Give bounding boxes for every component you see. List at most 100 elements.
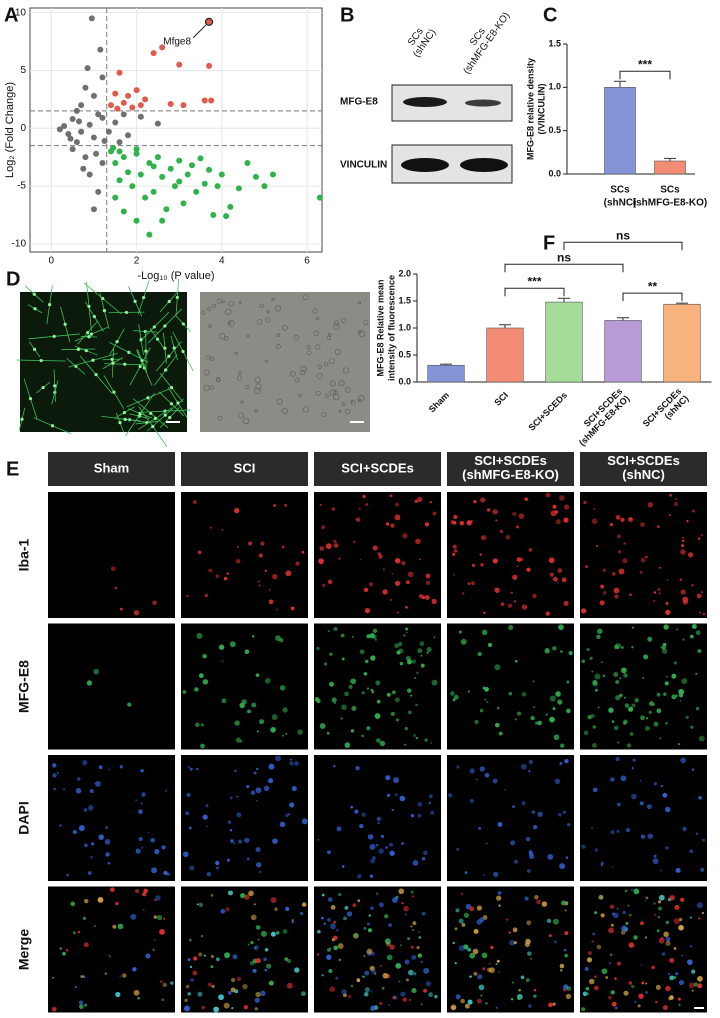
cell	[254, 997, 260, 1003]
cell	[613, 587, 620, 594]
cell	[88, 805, 94, 811]
cell	[472, 948, 479, 955]
cell	[289, 802, 295, 808]
cell	[671, 694, 677, 700]
cell	[585, 565, 588, 568]
cell	[665, 987, 668, 990]
cell	[591, 826, 593, 829]
cell	[356, 517, 361, 522]
cell	[223, 1002, 230, 1009]
cell	[184, 998, 188, 1002]
cell	[395, 718, 400, 722]
cell	[135, 799, 138, 802]
cell	[123, 362, 127, 366]
cell	[189, 865, 195, 871]
cell	[257, 580, 260, 583]
cell	[689, 634, 694, 639]
image-content	[16, 278, 369, 447]
cell	[430, 741, 433, 744]
point	[210, 211, 217, 218]
cell	[323, 922, 327, 925]
cell	[119, 607, 123, 611]
cell	[486, 701, 489, 704]
cell	[483, 611, 486, 615]
cell	[375, 680, 381, 686]
cell	[290, 758, 292, 761]
cell	[333, 390, 338, 395]
cell	[167, 354, 171, 358]
cell	[454, 962, 457, 965]
cell	[327, 948, 331, 952]
point	[129, 104, 136, 111]
cell	[317, 364, 322, 369]
cell	[213, 1006, 220, 1013]
cell	[252, 968, 257, 973]
cell	[479, 917, 485, 923]
cell	[531, 810, 535, 814]
cell	[234, 507, 240, 514]
point	[110, 144, 117, 151]
blot-band	[401, 158, 449, 172]
cell	[561, 900, 566, 906]
cell	[666, 579, 669, 582]
cell	[676, 628, 678, 631]
cell	[353, 540, 356, 544]
point	[159, 217, 166, 224]
cell	[250, 790, 256, 796]
cell	[338, 893, 342, 897]
cell	[515, 525, 519, 529]
cell	[32, 292, 36, 296]
cell	[421, 857, 426, 861]
cell	[264, 359, 269, 363]
cell	[321, 411, 327, 417]
cell	[691, 969, 696, 974]
cell	[369, 874, 374, 878]
cell	[374, 638, 378, 641]
cell	[611, 1001, 617, 1007]
cell	[645, 991, 648, 994]
cell	[691, 624, 697, 629]
cell	[410, 813, 415, 818]
point	[101, 137, 108, 144]
cell	[547, 853, 554, 860]
cell	[700, 867, 705, 872]
cell	[673, 918, 680, 925]
cell	[686, 520, 689, 523]
cell	[388, 1004, 391, 1006]
cell	[62, 951, 66, 956]
cell	[372, 856, 376, 860]
cell	[528, 770, 531, 773]
cell	[209, 385, 214, 390]
cell	[344, 742, 351, 748]
cell	[202, 653, 207, 659]
cell	[406, 978, 409, 982]
cell	[227, 321, 232, 325]
cell	[169, 386, 174, 390]
cell	[497, 706, 500, 710]
cell	[256, 319, 263, 325]
cell	[512, 805, 515, 809]
cell	[383, 568, 385, 571]
cell	[610, 990, 615, 995]
cell	[115, 991, 121, 998]
cell	[674, 904, 680, 910]
cell	[251, 634, 255, 638]
cell	[473, 928, 479, 934]
cell	[397, 642, 403, 647]
cell	[600, 584, 605, 589]
cell	[341, 704, 347, 711]
y-tick-label: 1.5	[398, 295, 411, 305]
cell	[207, 306, 212, 311]
cell	[594, 975, 597, 979]
cell	[628, 981, 633, 985]
cell	[431, 598, 437, 604]
cell	[313, 330, 320, 336]
cell	[250, 941, 254, 945]
cell	[490, 945, 494, 950]
cell	[532, 593, 537, 599]
cell	[476, 998, 482, 1004]
cell	[666, 675, 668, 678]
point	[97, 46, 104, 53]
cell	[244, 649, 250, 655]
cell	[326, 335, 332, 340]
